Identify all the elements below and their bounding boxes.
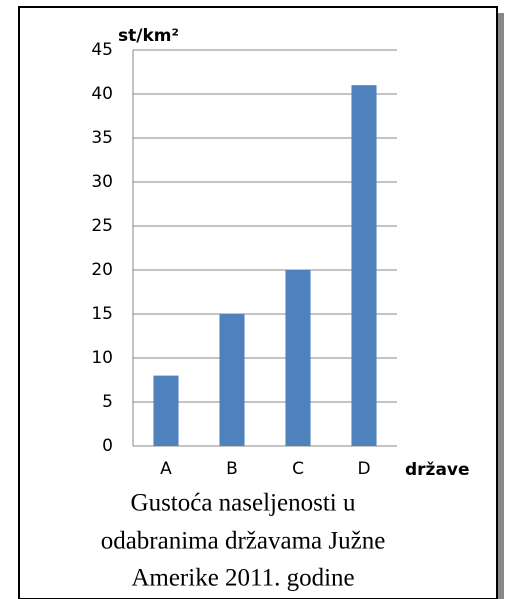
caption-line: Gustoća naseljenosti u [131,490,356,517]
x-tick-label: B [226,459,238,479]
x-axis-label: države [405,460,470,480]
frame [18,6,498,599]
caption-line: odabranima državama Južne [101,528,386,555]
y-axis-label: st/km² [118,26,179,46]
x-tick-label: D [357,459,370,479]
bar [219,314,245,446]
x-tick-label: C [292,459,304,479]
y-tick-label: 10 [91,348,113,368]
y-tick-label: 30 [91,172,113,192]
y-tick-label: 0 [102,436,113,456]
bar [285,270,311,446]
y-tick-label: 45 [91,40,113,60]
y-tick-label: 5 [102,392,113,412]
y-tick-label: 25 [91,216,113,236]
y-tick-label: 15 [91,304,113,324]
y-tick-label: 20 [91,260,113,280]
caption-line: Amerike 2011. godine [131,565,354,592]
x-tick-label: A [160,459,172,479]
y-tick-label: 40 [91,84,113,104]
bar [153,375,179,446]
bar [351,85,377,446]
y-tick-label: 35 [91,128,113,148]
